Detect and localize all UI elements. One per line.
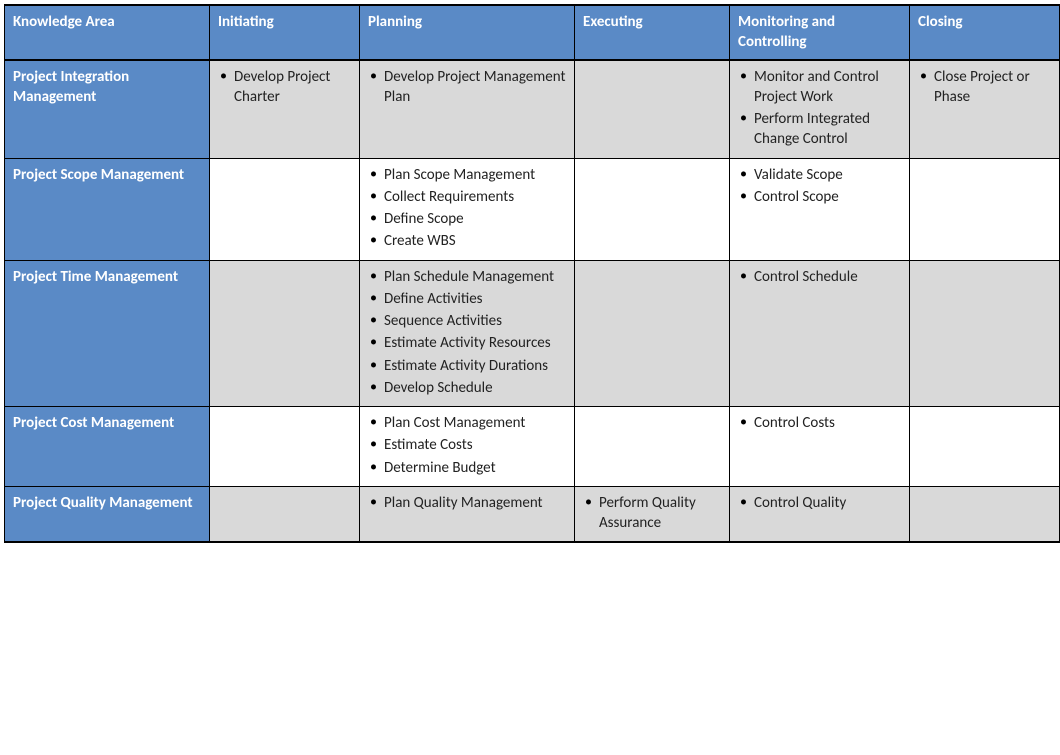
list-item: Define Activities [368,289,566,309]
cell-monitoring: Control Costs [730,407,910,487]
cell-closing [910,407,1060,487]
table-row: Project Quality Management Plan Quality M… [5,486,1060,542]
list-item: Plan Schedule Management [368,267,566,287]
col-header-closing: Closing [910,5,1060,60]
table-row: Project Time Management Plan Schedule Man… [5,260,1060,407]
list-item: Plan Scope Management [368,165,566,185]
cell-initiating [210,158,360,260]
list-item: Control Scope [738,187,901,207]
list-item: Develop Project Charter [218,67,351,108]
list-item: Control Quality [738,493,901,513]
cell-monitoring: Control Quality [730,486,910,542]
cell-planning: Plan Cost ManagementEstimate Costs Determ… [360,407,575,487]
list-item: Develop Project Management Plan [368,67,566,108]
row-header: Project Scope Management [5,158,210,260]
list-item: Estimate Activity Resources [368,333,566,353]
bullet-list: Perform Quality Assurance [583,493,721,534]
list-item: Monitor and Control Project Work [738,67,901,108]
list-item: Validate Scope [738,165,901,185]
row-header: Project Quality Management [5,486,210,542]
cell-closing: Close Project or Phase [910,60,1060,159]
cell-planning: Plan Schedule ManagementDefine Activitie… [360,260,575,407]
cell-initiating [210,486,360,542]
list-item: Plan Quality Management [368,493,566,513]
cell-executing [575,407,730,487]
row-header: Project Time Management [5,260,210,407]
bullet-list: Monitor and Control Project WorkPerform … [738,67,901,150]
list-item: Develop Schedule [368,378,566,398]
cell-closing [910,158,1060,260]
cell-monitoring: Control Schedule [730,260,910,407]
table-row: Project Scope Management Plan Scope Manag… [5,158,1060,260]
col-header-planning: Planning [360,5,575,60]
cell-executing: Perform Quality Assurance [575,486,730,542]
list-item: Determine Budget [368,458,566,478]
pm-matrix-table: Knowledge Area Initiating Planning Execu… [4,4,1060,543]
cell-initiating [210,407,360,487]
list-item: Define Scope [368,209,566,229]
cell-closing [910,486,1060,542]
cell-closing [910,260,1060,407]
cell-initiating: Develop Project Charter [210,60,360,159]
cell-executing [575,158,730,260]
bullet-list: Develop Project Management Plan [368,67,566,108]
cell-executing [575,260,730,407]
list-item: Perform Integrated Change Control [738,109,901,150]
bullet-list: Close Project or Phase [918,67,1051,108]
list-item: Sequence Activities [368,311,566,331]
list-item: Close Project or Phase [918,67,1051,108]
list-item: Control Costs [738,413,901,433]
table-row: Project Cost Management Plan Cost Managem… [5,407,1060,487]
cell-planning: Plan Scope ManagementCollect Requirement… [360,158,575,260]
bullet-list: Validate ScopeControl Scope [738,165,901,208]
bullet-list: Control Schedule [738,267,901,287]
cell-monitoring: Validate ScopeControl Scope [730,158,910,260]
cell-initiating [210,260,360,407]
row-header: Project Integration Management [5,60,210,159]
cell-planning: Plan Quality Management [360,486,575,542]
cell-executing [575,60,730,159]
cell-monitoring: Monitor and Control Project WorkPerform … [730,60,910,159]
bullet-list: Develop Project Charter [218,67,351,108]
col-header-initiating: Initiating [210,5,360,60]
bullet-list: Control Costs [738,413,901,433]
col-header-monitoring: Monitoring and Controlling [730,5,910,60]
list-item: Control Schedule [738,267,901,287]
list-item: Collect Requirements [368,187,566,207]
list-item: Create WBS [368,231,566,251]
cell-planning: Develop Project Management Plan [360,60,575,159]
bullet-list: Plan Cost ManagementEstimate Costs Determ… [368,413,566,478]
table-header-row: Knowledge Area Initiating Planning Execu… [5,5,1060,60]
bullet-list: Plan Schedule ManagementDefine Activitie… [368,267,566,399]
list-item: Perform Quality Assurance [583,493,721,534]
list-item: Estimate Activity Durations [368,356,566,376]
bullet-list: Plan Quality Management [368,493,566,513]
list-item: Estimate Costs [368,435,566,455]
bullet-list: Plan Scope ManagementCollect Requirement… [368,165,566,252]
table-row: Project Integration ManagementDevelop Pr… [5,60,1060,159]
col-header-knowledge: Knowledge Area [5,5,210,60]
table-body: Project Integration ManagementDevelop Pr… [5,60,1060,543]
list-item: Plan Cost Management [368,413,566,433]
bullet-list: Control Quality [738,493,901,513]
col-header-executing: Executing [575,5,730,60]
row-header: Project Cost Management [5,407,210,487]
